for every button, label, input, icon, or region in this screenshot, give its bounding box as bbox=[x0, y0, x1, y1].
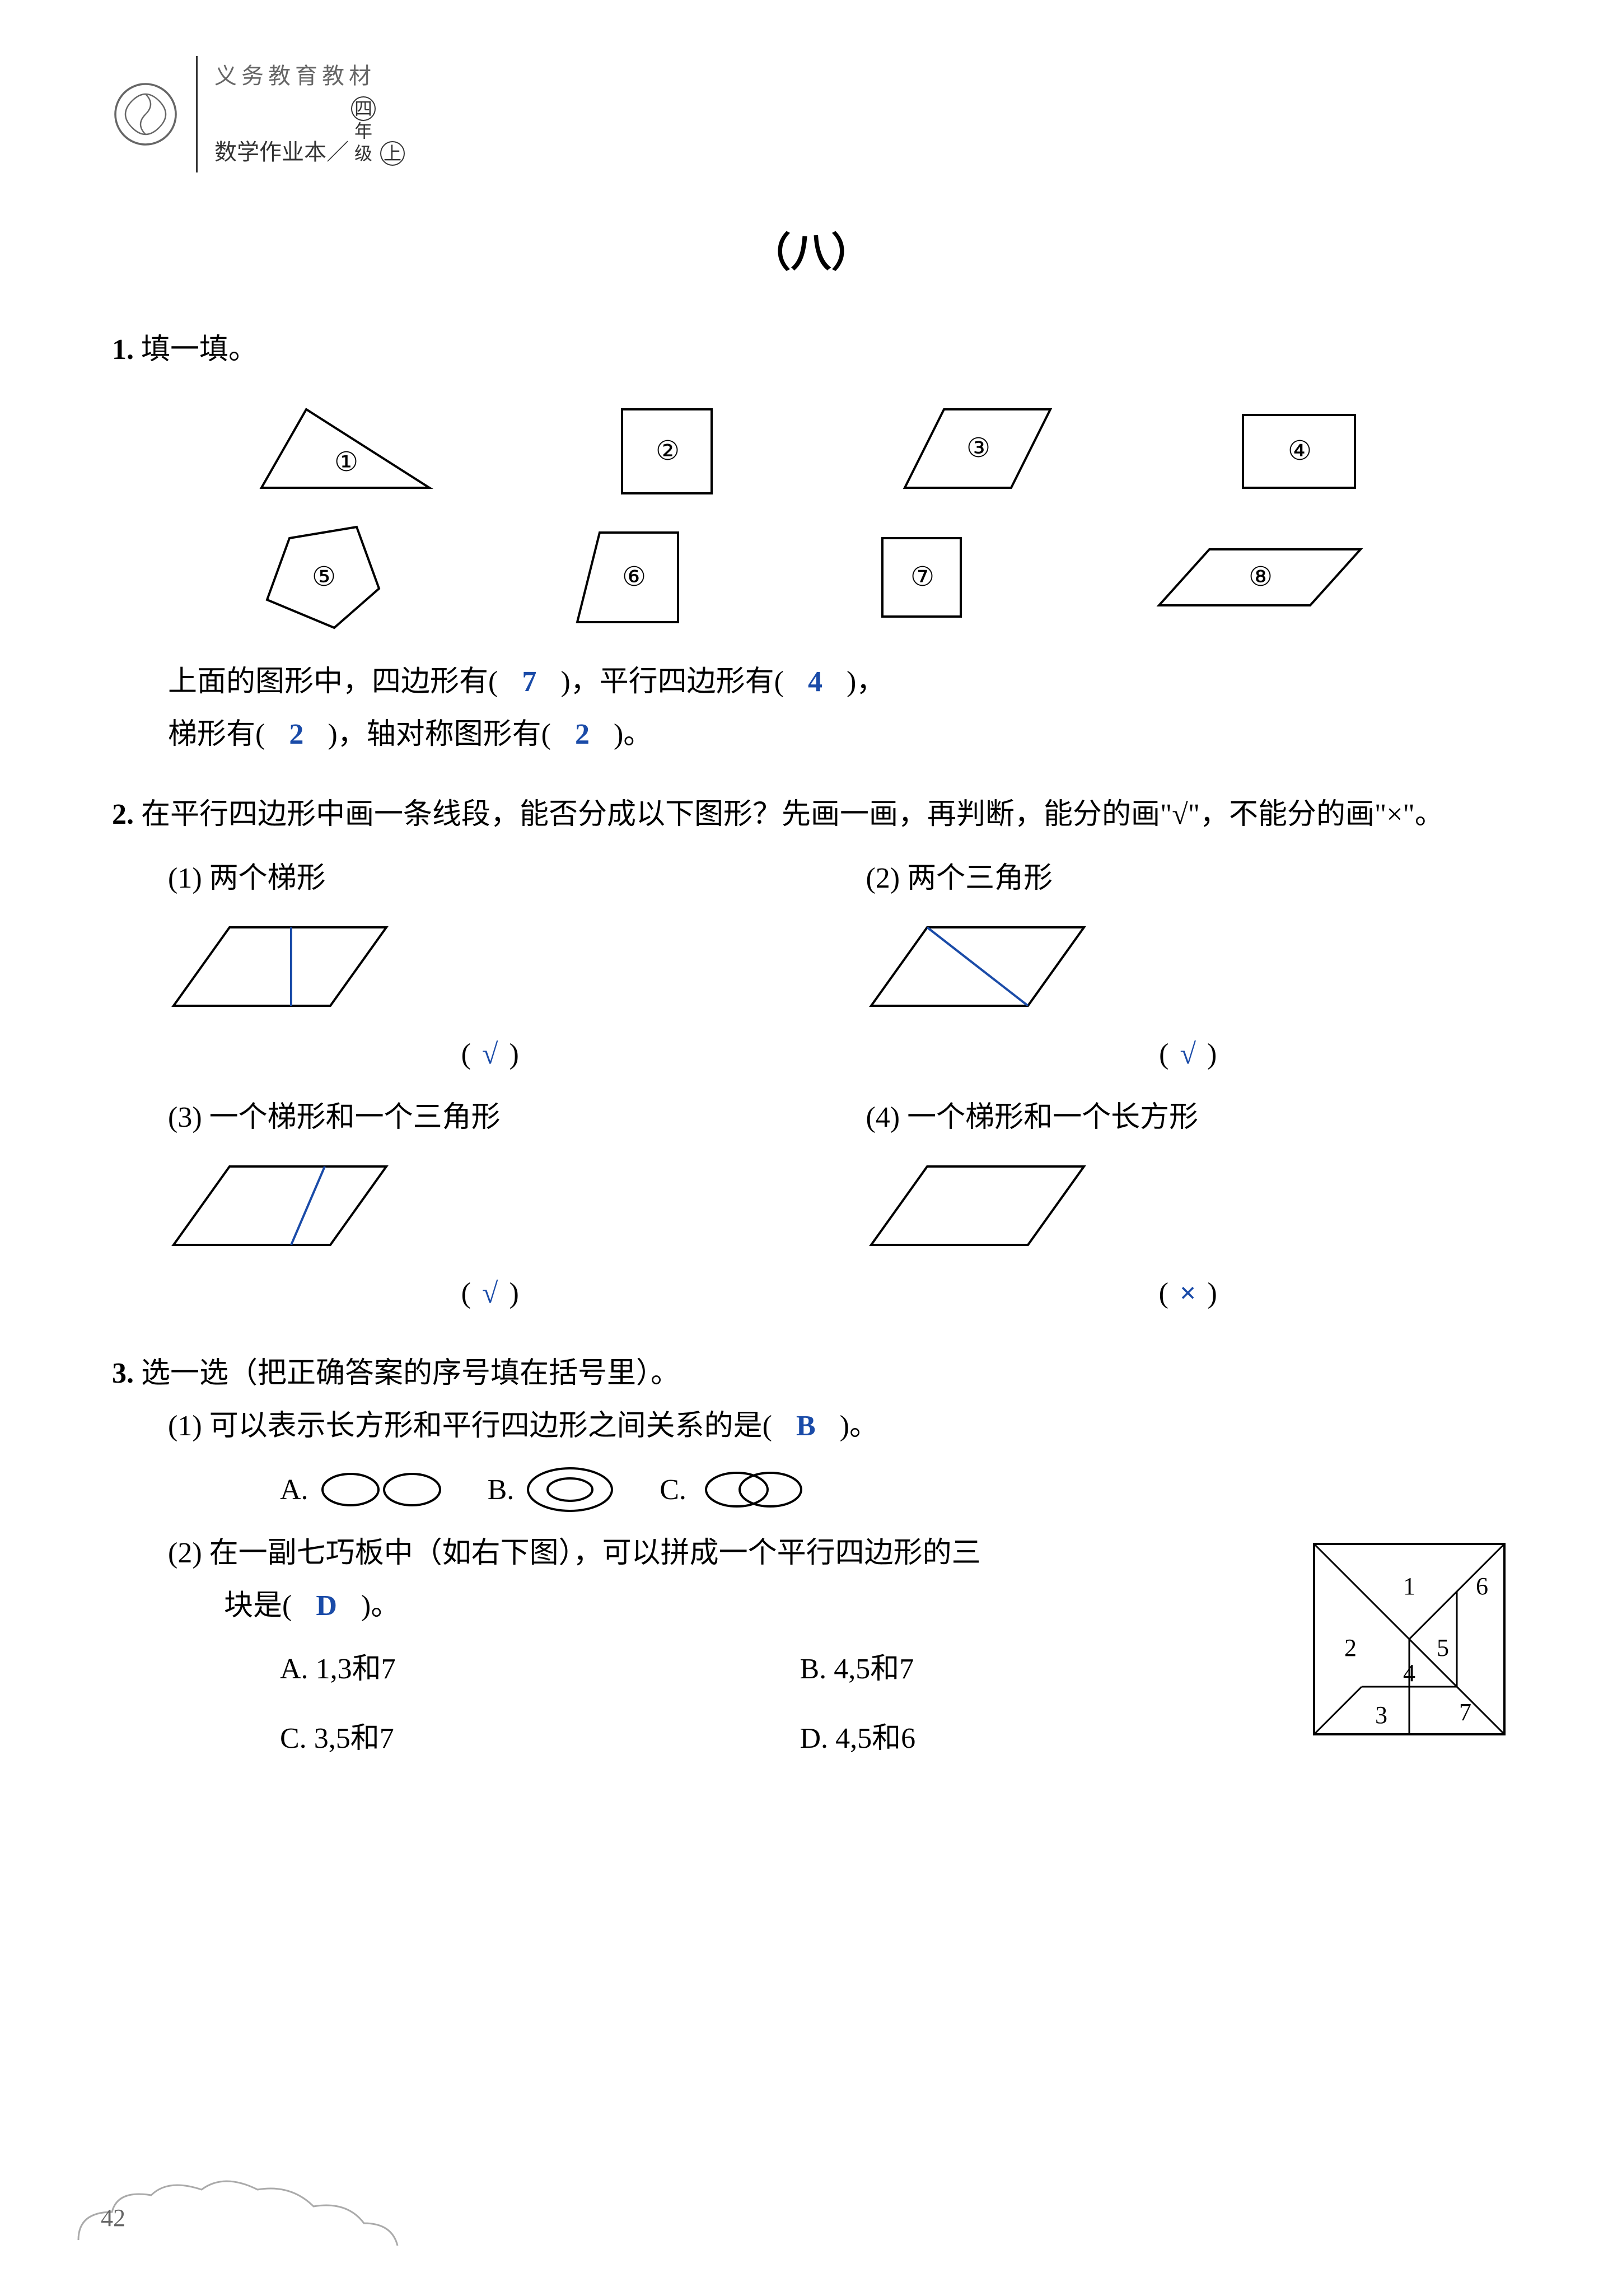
svg-text:⑥: ⑥ bbox=[622, 562, 646, 592]
q3-sub2-answer: D bbox=[299, 1590, 354, 1622]
q2-shape-2 bbox=[866, 916, 1090, 1017]
q2-shape-1 bbox=[168, 916, 392, 1017]
option-c: C. 3,5和7 bbox=[280, 1712, 755, 1765]
q3-sub2: (2) 在一副七巧板中（如右下图），可以拼成一个平行四边形的三 块是( D )。… bbox=[112, 1527, 1510, 1765]
q1-number: 1. bbox=[112, 334, 134, 366]
q3-sub1-answer: B bbox=[779, 1410, 833, 1442]
shape-trapezoid: ⑥ bbox=[566, 521, 689, 633]
q2-sub-1: (1) 两个梯形 (√) bbox=[168, 852, 812, 1080]
venn-separate-icon bbox=[320, 1470, 443, 1509]
svg-text:⑤: ⑤ bbox=[312, 562, 336, 592]
svg-text:⑦: ⑦ bbox=[910, 562, 934, 592]
q1-fill-text: 上面的图形中，四边形有( 7 )，平行四边形有( 4 )， 梯形有( 2 )，轴… bbox=[112, 656, 1510, 760]
shape-pentagon: ⑤ bbox=[256, 521, 390, 633]
question-2: 2. 在平行四边形中画一条线段，能否分成以下图形？先画一画，再判断，能分的画"√… bbox=[112, 788, 1510, 1319]
page-number: 42 bbox=[101, 2196, 125, 2240]
shape-triangle: ① bbox=[256, 398, 435, 499]
q3-sub1-options: A. B. C. bbox=[280, 1464, 1510, 1516]
q2-answer-3: √ bbox=[471, 1277, 509, 1309]
q1-answer-1: 7 bbox=[505, 666, 553, 698]
tangram-diagram: 1 2 3 4 5 6 7 bbox=[1308, 1538, 1510, 1740]
shape-parallelogram-flat: ⑧ bbox=[1153, 533, 1366, 622]
svg-text:⑧: ⑧ bbox=[1249, 562, 1273, 592]
q2-row-1: (1) 两个梯形 (√) (2) 两个三角形 (√) bbox=[168, 852, 1510, 1080]
svg-text:2: 2 bbox=[1344, 1634, 1357, 1662]
svg-text:①: ① bbox=[334, 447, 358, 477]
option-a: A. bbox=[280, 1464, 443, 1516]
svg-text:②: ② bbox=[656, 436, 680, 466]
q2-shape-3 bbox=[168, 1155, 392, 1256]
shapes-row-1: ① ② ③ ④ bbox=[168, 398, 1454, 499]
option-c: C. bbox=[660, 1464, 810, 1516]
svg-text:3: 3 bbox=[1375, 1701, 1387, 1729]
q1-answer-2: 4 bbox=[791, 666, 839, 698]
shapes-row-2: ⑤ ⑥ ⑦ ⑧ bbox=[168, 521, 1454, 633]
svg-text:5: 5 bbox=[1437, 1634, 1449, 1662]
q2-row-2: (3) 一个梯形和一个三角形 (√) (4) 一个梯形和一个长方形 (×) bbox=[168, 1091, 1510, 1319]
venn-overlap-icon bbox=[698, 1470, 810, 1509]
option-b: B. bbox=[488, 1464, 615, 1516]
svg-text:④: ④ bbox=[1288, 436, 1312, 466]
shape-parallelogram: ③ bbox=[899, 398, 1056, 499]
shape-square: ② bbox=[611, 398, 723, 499]
q2-sub-3: (3) 一个梯形和一个三角形 (√) bbox=[168, 1091, 812, 1319]
header-line1: 义务教育教材 bbox=[214, 56, 407, 96]
q2-answer-1: √ bbox=[471, 1038, 509, 1070]
svg-text:4: 4 bbox=[1403, 1659, 1415, 1687]
option-a: A. 1,3和7 bbox=[280, 1643, 755, 1696]
q2-shape-4 bbox=[866, 1155, 1090, 1256]
page-title: （八） bbox=[112, 217, 1510, 290]
question-3: 3. 选一选（把正确答案的序号填在括号里）。 (1) 可以表示长方形和平行四边形… bbox=[112, 1347, 1510, 1765]
option-b: B. 4,5和7 bbox=[800, 1643, 1275, 1696]
svg-text:6: 6 bbox=[1476, 1572, 1488, 1600]
svg-text:7: 7 bbox=[1459, 1698, 1471, 1726]
q1-prompt: 填一填。 bbox=[141, 334, 258, 366]
question-1: 1. 填一填。 ① ② ③ ④ bbox=[112, 324, 1510, 761]
q2-answer-2: √ bbox=[1168, 1038, 1207, 1070]
shape-square-small: ⑦ bbox=[866, 521, 978, 633]
shape-rectangle: ④ bbox=[1232, 398, 1366, 499]
q2-answer-4: × bbox=[1168, 1277, 1208, 1309]
q3-sub1: (1) 可以表示长方形和平行四边形之间关系的是( B )。 A. B. bbox=[112, 1400, 1510, 1516]
q2-sub-2: (2) 两个三角形 (√) bbox=[866, 852, 1510, 1080]
q2-number: 2. bbox=[112, 799, 134, 830]
q3-sub2-options: A. 1,3和7 B. 4,5和7 C. 3,5和7 D. 4,5和6 bbox=[280, 1643, 1275, 1765]
q1-answer-3: 2 bbox=[272, 718, 320, 750]
venn-nested-icon bbox=[525, 1467, 615, 1512]
logo-icon bbox=[112, 81, 179, 148]
svg-text:③: ③ bbox=[966, 433, 990, 463]
header-text: 义务教育教材 数学作业本／四年级上 bbox=[196, 56, 407, 172]
q2-sub-4: (4) 一个梯形和一个长方形 (×) bbox=[866, 1091, 1510, 1319]
q1-answer-4: 2 bbox=[558, 718, 606, 750]
q3-prompt: 选一选（把正确答案的序号填在括号里）。 bbox=[141, 1357, 680, 1389]
header-line2: 数学作业本／四年级上 bbox=[214, 96, 407, 172]
q3-number: 3. bbox=[112, 1357, 134, 1389]
option-d: D. 4,5和6 bbox=[800, 1712, 1275, 1765]
svg-text:1: 1 bbox=[1403, 1572, 1415, 1600]
page-header: 义务教育教材 数学作业本／四年级上 bbox=[112, 56, 1510, 172]
q2-prompt: 在平行四边形中画一条线段，能否分成以下图形？先画一画，再判断，能分的画"√"，不… bbox=[141, 799, 1444, 830]
